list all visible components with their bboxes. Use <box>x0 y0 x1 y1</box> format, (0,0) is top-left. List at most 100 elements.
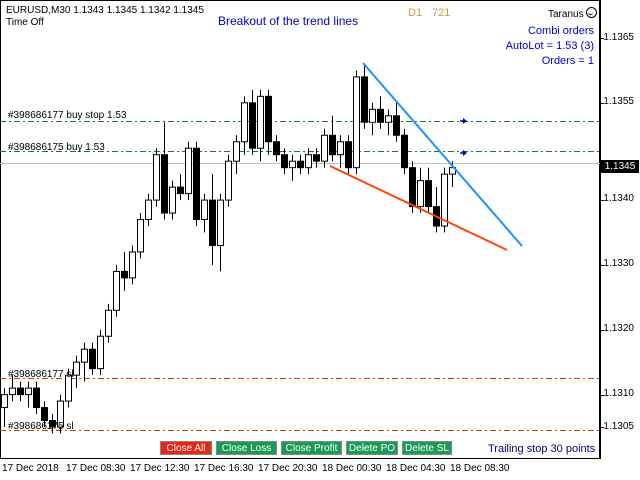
candle <box>441 167 448 233</box>
date-tick-6: 18 Dec 00:30 <box>322 463 382 474</box>
delete-po-button[interactable]: Delete PO <box>346 441 398 455</box>
close-profit-button[interactable]: Close Profit <box>281 441 342 455</box>
price-tick-7: 1.1310 <box>603 388 634 399</box>
candle <box>121 251 128 291</box>
order-label-buy-stop: #398686177 buy stop 1.53 <box>8 110 127 121</box>
candle <box>177 174 184 201</box>
candle <box>201 193 208 233</box>
price-tick-4: 1.1340 <box>603 193 634 204</box>
candle <box>401 128 408 175</box>
author-name: Taranus <box>548 9 584 20</box>
trailing-stop-label: Trailing stop 30 points <box>488 443 596 455</box>
plot-frame <box>0 0 600 459</box>
candle <box>241 96 248 155</box>
candle <box>433 187 440 233</box>
candle <box>313 148 320 168</box>
candle <box>113 264 120 317</box>
current-price-label: 1.1345 <box>601 160 639 173</box>
candle <box>129 245 136 285</box>
candle <box>425 167 432 214</box>
candle <box>257 89 264 162</box>
candle <box>209 174 216 265</box>
autolot-label: AutoLot = 1.53 (3) <box>505 40 594 52</box>
orders-count-label: Orders = 1 <box>541 55 594 67</box>
author-label: Taranus <box>548 7 597 21</box>
date-tick-1: 17 Dec 2018 <box>2 463 59 474</box>
upper-trend-line[interactable] <box>362 62 523 247</box>
candle <box>369 102 376 136</box>
breakout-arrow-buy-stop <box>460 118 467 124</box>
combi-orders-label: Combi orders <box>527 25 594 37</box>
candle <box>297 154 304 175</box>
order-label-sl-177: #398686177 sl <box>8 369 74 380</box>
candles-layer <box>1 63 456 434</box>
timeframe-value: 721 <box>432 7 451 19</box>
breakout-arrow-buy <box>460 150 467 156</box>
candle <box>385 109 392 136</box>
price-tick-8: 1.1305 <box>603 421 634 432</box>
candle <box>185 141 192 201</box>
candle <box>153 148 160 207</box>
date-tick-4: 17 Dec 16:30 <box>194 463 254 474</box>
smiley-icon <box>585 7 597 18</box>
candle <box>97 329 104 376</box>
candle <box>361 63 368 129</box>
candle <box>289 154 296 181</box>
candle <box>1 388 8 427</box>
candle <box>57 394 64 434</box>
candle <box>345 135 352 175</box>
price-tick-6: 1.1320 <box>603 323 634 334</box>
candle <box>25 381 32 408</box>
date-tick-7: 18 Dec 04:30 <box>386 463 446 474</box>
candle <box>321 128 328 168</box>
candle <box>105 303 112 343</box>
candle <box>89 342 96 376</box>
date-tick-5: 17 Dec 20:30 <box>258 463 318 474</box>
candle <box>169 180 176 220</box>
timeframe-label: D1 <box>408 7 423 19</box>
candle <box>281 148 288 175</box>
candle <box>273 135 280 162</box>
candle <box>41 401 48 427</box>
order-label-buy: #398686175 buy 1.53 <box>8 142 105 153</box>
price-tick-1: 1.1365 <box>603 32 634 43</box>
lower-trend-line[interactable] <box>329 165 508 251</box>
candle <box>161 122 168 220</box>
candle <box>193 141 200 227</box>
candle <box>233 135 240 175</box>
candle <box>353 70 360 175</box>
date-tick-8: 18 Dec 08:30 <box>450 463 510 474</box>
candle <box>265 89 272 155</box>
candle <box>33 381 40 415</box>
candle <box>393 102 400 142</box>
candle <box>337 135 344 168</box>
candle <box>145 193 152 227</box>
candle <box>65 368 72 408</box>
price-tick-5: 1.1330 <box>603 258 634 269</box>
candle <box>137 213 144 259</box>
symbol-info: EURUSD,M30 1.1343 1.1345 1.1342 1.1345 <box>6 5 204 16</box>
candle <box>249 89 256 155</box>
candle <box>9 375 16 402</box>
candle <box>73 355 80 389</box>
price-tick-2: 1.1355 <box>603 96 634 107</box>
time-off-label: Time Off <box>6 17 44 28</box>
candle <box>225 154 232 207</box>
order-label-sl-175: #398686175 sl <box>8 421 74 432</box>
candle <box>17 381 24 402</box>
candle <box>217 193 224 272</box>
candle <box>377 96 384 129</box>
close-all-button[interactable]: Close All <box>160 441 212 455</box>
candle <box>81 342 88 382</box>
candle <box>305 148 312 175</box>
candle <box>329 115 336 162</box>
close-loss-button[interactable]: Close Loss <box>216 441 277 455</box>
date-tick-3: 17 Dec 12:30 <box>130 463 190 474</box>
candle <box>417 167 424 214</box>
candle <box>49 414 56 434</box>
date-tick-2: 17 Dec 08:30 <box>66 463 126 474</box>
expert-title: Breakout of the trend lines <box>218 14 359 28</box>
delete-sl-button[interactable]: Delete SL <box>402 441 452 455</box>
